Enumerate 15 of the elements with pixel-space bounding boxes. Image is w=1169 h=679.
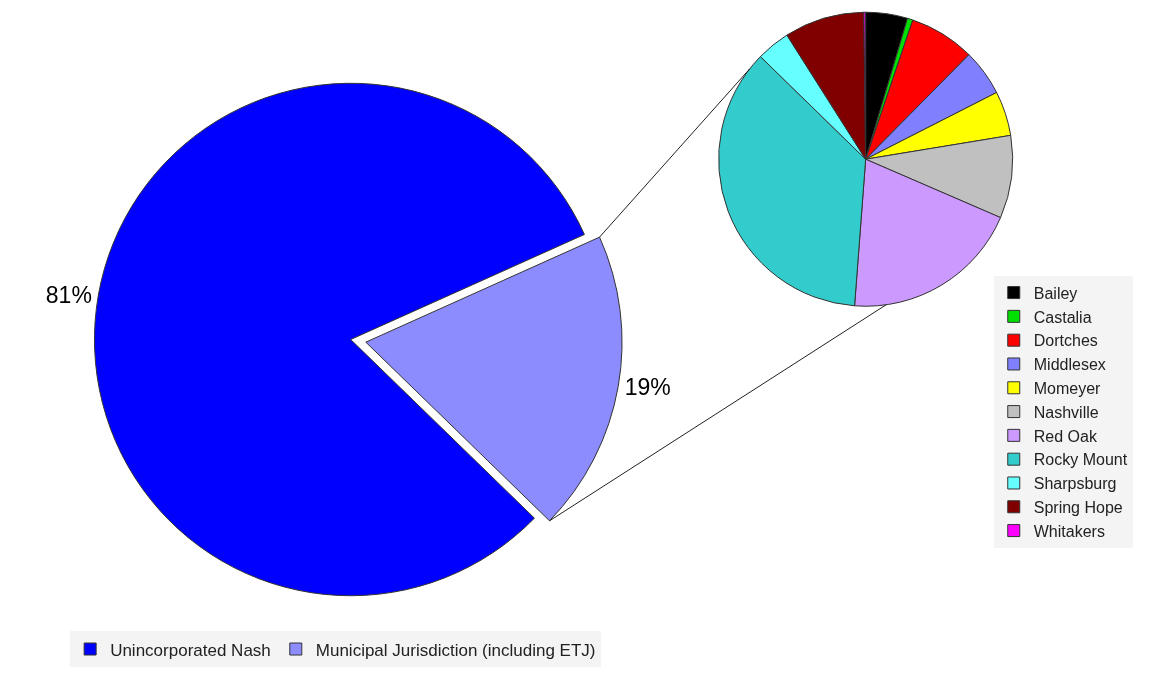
legend-label: Spring Hope [1033, 499, 1123, 517]
legend-label: Sharpsburg [1033, 475, 1117, 493]
legend-label: Rocky Mount [1033, 451, 1128, 469]
legend-label: Middlesex [1033, 356, 1106, 374]
legend-label: Red Oak [1033, 427, 1098, 445]
data-label: 81% [45, 281, 92, 308]
legend-label: Whitakers [1033, 522, 1105, 540]
legend-label: Dortches [1033, 332, 1098, 350]
legend-label: Bailey [1033, 284, 1078, 302]
legend-label: Unincorporated Nash [110, 640, 271, 660]
legend-label: Nashville [1033, 403, 1099, 421]
legend-label: Momeyer [1033, 380, 1102, 398]
legend-label: Municipal Jurisdiction (including ETJ) [315, 640, 596, 660]
legend-label: Castalia [1033, 308, 1092, 326]
data-label: 19% [624, 374, 671, 401]
